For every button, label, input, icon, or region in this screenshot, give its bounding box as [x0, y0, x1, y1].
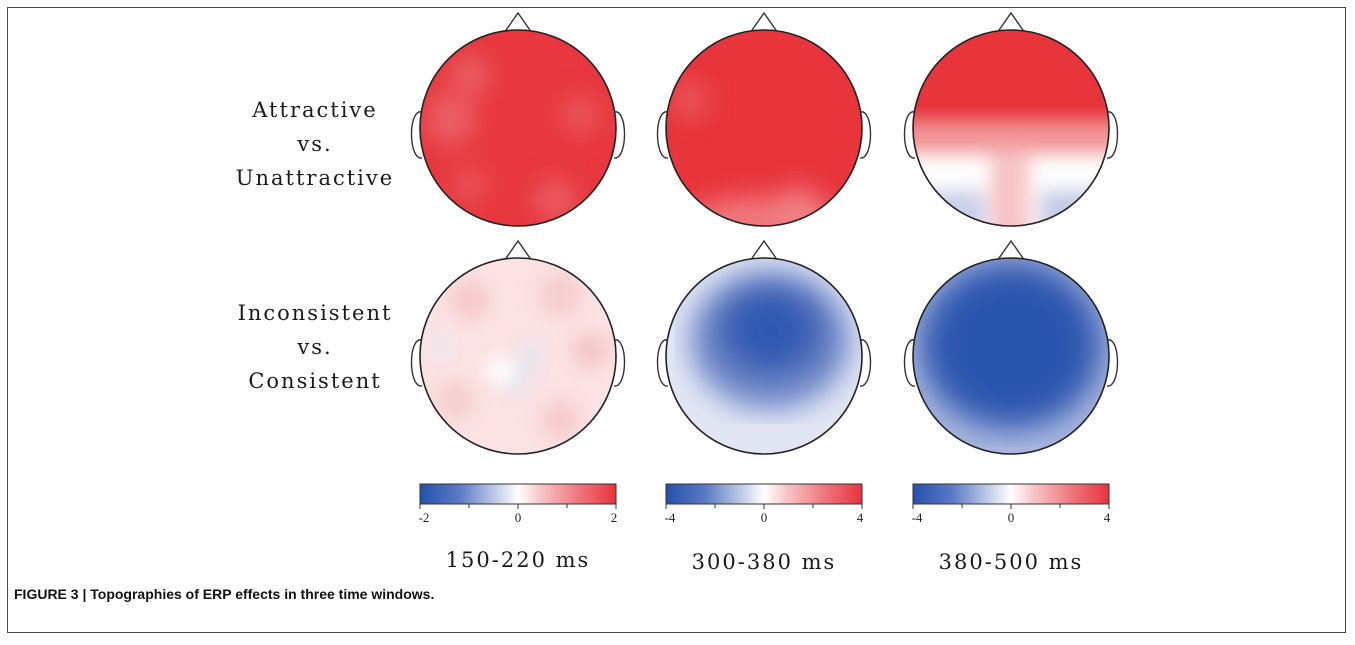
colorbar-3-max: 4	[1103, 510, 1111, 525]
colorbar-1	[419, 483, 617, 509]
colorbar-3-min: -4	[911, 510, 923, 525]
head-map-attractive-300	[656, 11, 872, 227]
head-map-attractive-150	[410, 11, 626, 227]
row-label-attractive: Attractive vs. Unattractive	[235, 98, 395, 190]
head-map-attractive-380	[903, 11, 1119, 227]
colorbar-3-mid: 0	[1007, 510, 1015, 525]
colorbar-2	[665, 483, 863, 509]
time-window-150-220: 150-220 ms	[445, 548, 591, 572]
colorbar-2-max: 4	[856, 510, 864, 525]
colorbar-3	[912, 483, 1110, 509]
time-window-380-500: 380-500 ms	[938, 550, 1084, 574]
head-map-consistency-300	[656, 239, 872, 455]
colorbar-1-mid: 0	[514, 510, 522, 525]
colorbar-2-min: -4	[664, 510, 676, 525]
head-map-consistency-150	[410, 239, 626, 455]
time-window-300-380: 300-380 ms	[691, 550, 837, 574]
figure-caption: FIGURE 3 | Topographies of ERP effects i…	[14, 586, 435, 602]
head-map-consistency-380	[903, 239, 1119, 455]
colorbar-1-min: -2	[418, 510, 430, 525]
colorbar-2-mid: 0	[760, 510, 768, 525]
row-label-consistency: Inconsistent vs. Consistent	[237, 301, 393, 393]
colorbar-1-max: 2	[610, 510, 618, 525]
